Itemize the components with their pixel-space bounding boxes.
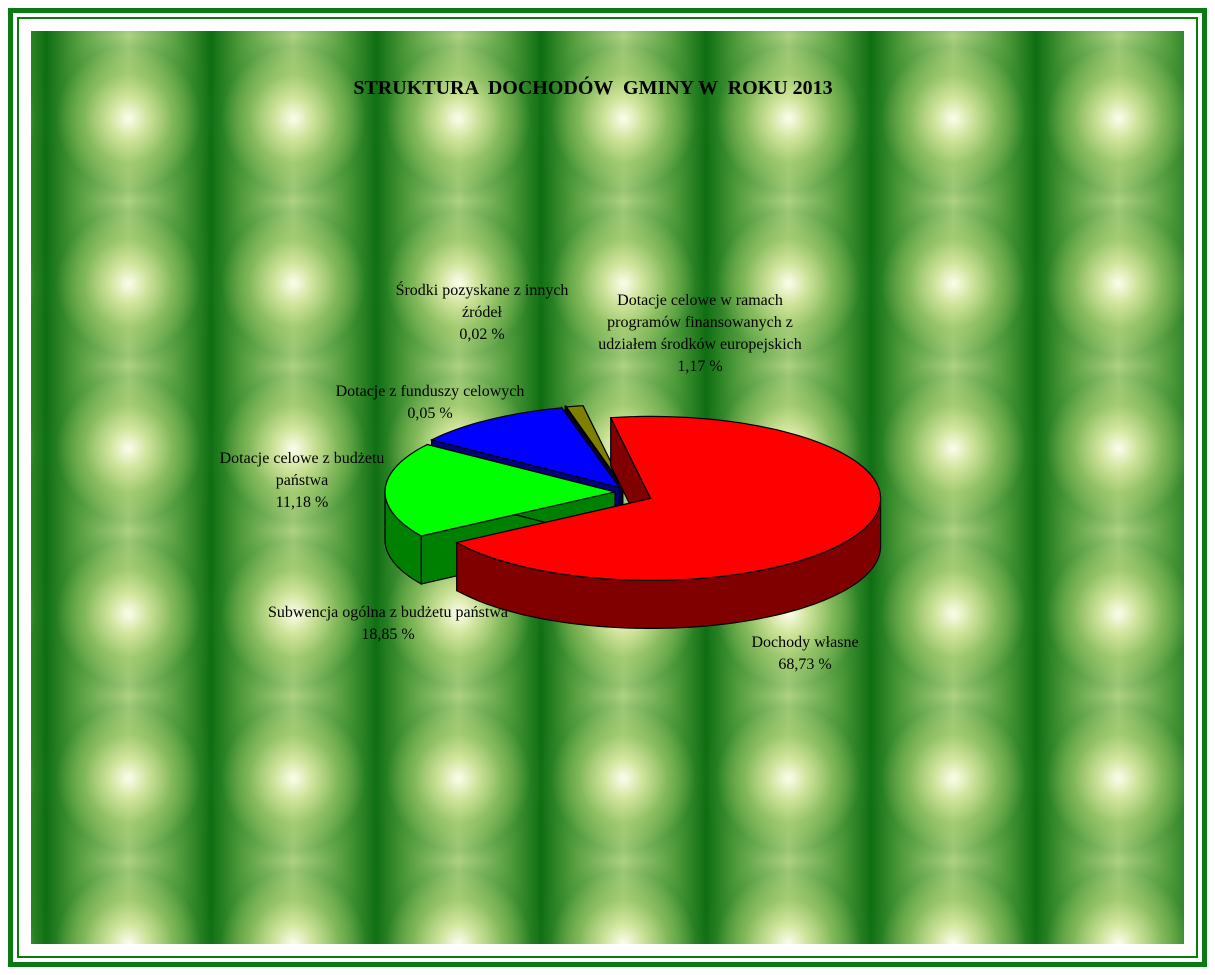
value-label: 0,02 % <box>459 326 505 343</box>
value-label: 18,85 % <box>361 626 415 643</box>
data-label: Dotacje z funduszy celowych 0,05 % <box>310 381 550 425</box>
data-label: Środki pozyskane z innych źródeł 0,02 % <box>382 280 582 346</box>
slice-top <box>384 443 616 537</box>
slice-top <box>455 415 882 581</box>
value-label: 11,18 % <box>275 494 329 511</box>
slice <box>455 415 882 629</box>
chart-title: STRUKTURA DOCHODÓW GMINY W ROKU 2013 <box>353 77 833 99</box>
value-label: 1,17 % <box>677 358 723 375</box>
value-label: 68,73 % <box>778 656 832 673</box>
value-label: 0,05 % <box>407 405 453 422</box>
category-label: Dotacje celowe z budżetu państwa <box>219 450 385 489</box>
category-label: Dotacje z funduszy celowych <box>335 383 525 400</box>
data-label: Dochody własne 68,73 % <box>705 632 905 676</box>
category-label: Dochody własne <box>751 634 859 651</box>
category-label: Subwencja ogólna z budżetu państwa <box>268 604 508 621</box>
data-label: Dotacje celowe z budżetu państwa 11,18 % <box>207 448 397 514</box>
category-label: Środki pozyskane z innych źródeł <box>395 282 569 321</box>
data-label: Subwencja ogólna z budżetu państwa 18,85 … <box>263 602 513 646</box>
category-label: Dotacje celowe w ramach programów finans… <box>598 292 802 353</box>
data-label: Dotacje celowe w ramach programów finans… <box>580 290 820 378</box>
slice-top <box>429 407 621 489</box>
slice-top <box>564 406 623 487</box>
